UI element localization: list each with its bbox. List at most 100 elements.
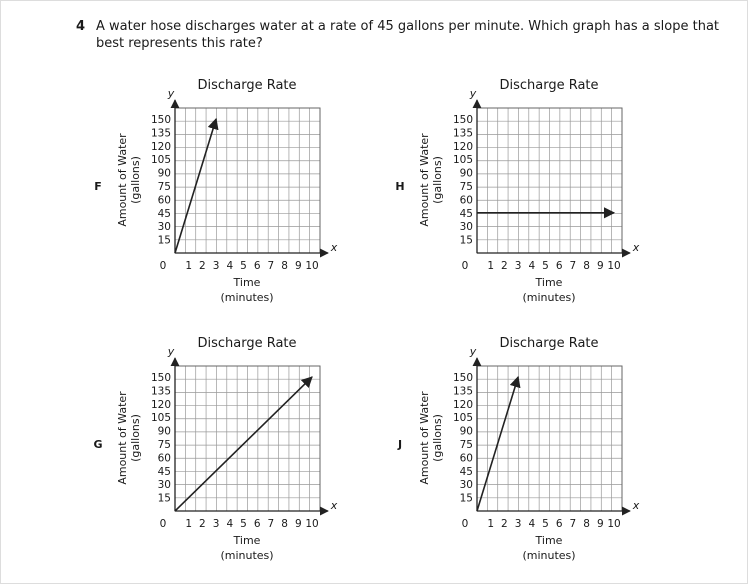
- chart-option-h: Discharge Rate H Amount of Water (gallons) x…: [395, 78, 640, 304]
- x-tick-label: 2: [501, 518, 508, 530]
- chart-option-g: Discharge Rate G Amount of Water (gallons) x…: [93, 336, 337, 562]
- y-axis-label: Amount of Water (gallons): [116, 391, 142, 485]
- x-tick-label: 8: [281, 260, 288, 272]
- x-tick-label: 5: [240, 518, 247, 530]
- x-tick-label: 7: [570, 260, 577, 272]
- y-tick-label: 105: [453, 412, 473, 424]
- y-tick-label: 150: [453, 114, 473, 126]
- x-axis-letter: x: [330, 241, 338, 254]
- x-axis-label: Time: [535, 276, 563, 289]
- y-tick-label: 45: [460, 466, 473, 478]
- x-tick-label: 1: [487, 518, 494, 530]
- x-axis-label-unit: (minutes): [220, 549, 273, 562]
- y-axis-letter: y: [167, 345, 175, 358]
- x-tick-label: 4: [528, 260, 535, 272]
- y-tick-label: 30: [460, 221, 473, 233]
- x-tick-label: 1: [185, 260, 192, 272]
- y-tick-label: 45: [460, 208, 473, 220]
- y-tick-label: 120: [151, 399, 171, 411]
- y-axis-letter: y: [469, 87, 477, 100]
- x-tick-label: 6: [254, 260, 261, 272]
- x-tick-label: 5: [542, 260, 549, 272]
- y-tick-label: 45: [158, 208, 171, 220]
- y-axis-label-unit: (gallons): [431, 156, 444, 204]
- series-line: [174, 117, 219, 254]
- x-tick-label: 5: [542, 518, 549, 530]
- x-tick-label: 3: [515, 260, 522, 272]
- x-tick-label: 9: [597, 260, 604, 272]
- question-text: A water hose discharges water at a rate …: [96, 19, 720, 51]
- x-tick-label: 7: [268, 518, 275, 530]
- x-tick-label: 8: [583, 260, 590, 272]
- origin-label: 0: [462, 518, 469, 530]
- y-tick-label: 90: [460, 426, 473, 438]
- y-axis-label-text: Amount of Water: [418, 391, 431, 485]
- y-tick-label: 105: [151, 154, 171, 166]
- y-tick-label: 30: [158, 479, 171, 491]
- y-axis-label-text: Amount of Water: [418, 133, 431, 227]
- y-tick-label: 150: [151, 114, 171, 126]
- grid: [174, 107, 321, 254]
- option-letter: G: [93, 438, 102, 451]
- x-tick-label: 4: [226, 260, 233, 272]
- x-tick-label: 10: [607, 260, 620, 272]
- y-axis-letter: y: [469, 345, 477, 358]
- x-tick-label: 9: [295, 260, 302, 272]
- chart-option-j: Discharge Rate J Amount of Water (gallons) x…: [397, 336, 640, 562]
- y-tick-label: 15: [460, 235, 473, 247]
- x-tick-label: 6: [254, 518, 261, 530]
- y-tick-label: 30: [158, 221, 171, 233]
- chart-title: Discharge Rate: [499, 336, 598, 351]
- x-axis-label: Time: [233, 276, 261, 289]
- series-line: [476, 375, 521, 512]
- y-tick-label: 60: [158, 194, 171, 206]
- y-tick-label: 120: [453, 141, 473, 153]
- y-axis-label: Amount of Water (gallons): [418, 133, 444, 227]
- y-axis-label-unit: (gallons): [129, 156, 142, 204]
- y-tick-label: 60: [460, 194, 473, 206]
- x-tick-label: 8: [281, 518, 288, 530]
- x-axis-letter: x: [632, 499, 640, 512]
- x-tick-label: 5: [240, 260, 247, 272]
- x-tick-label: 10: [305, 260, 318, 272]
- x-axis-label-unit: (minutes): [522, 549, 575, 562]
- y-tick-label: 75: [158, 439, 171, 451]
- y-tick-label: 105: [151, 412, 171, 424]
- y-tick-label: 15: [158, 493, 171, 505]
- y-tick-label: 45: [158, 466, 171, 478]
- y-tick-label: 60: [158, 452, 171, 464]
- y-axis-label-unit: (gallons): [431, 414, 444, 462]
- x-tick-label: 2: [199, 260, 206, 272]
- y-tick-label: 120: [151, 141, 171, 153]
- origin-label: 0: [462, 260, 469, 272]
- x-tick-label: 7: [570, 518, 577, 530]
- x-tick-label: 6: [556, 518, 563, 530]
- origin-label: 0: [160, 518, 167, 530]
- series-line: [174, 376, 313, 512]
- x-tick-label: 3: [515, 518, 522, 530]
- question: 4 A water hose discharges water at a rat…: [76, 18, 736, 52]
- x-axis-label-unit: (minutes): [522, 291, 575, 304]
- y-tick-label: 90: [158, 426, 171, 438]
- y-tick-label: 90: [158, 168, 171, 180]
- question-number: 4: [76, 19, 86, 34]
- x-axis-label-unit: (minutes): [220, 291, 273, 304]
- y-axis-label-text: Amount of Water: [116, 133, 129, 227]
- x-tick-label: 1: [487, 260, 494, 272]
- chart-title: Discharge Rate: [499, 78, 598, 93]
- origin-label: 0: [160, 260, 167, 272]
- y-tick-label: 150: [453, 372, 473, 384]
- x-axis-letter: x: [632, 241, 640, 254]
- y-tick-label: 90: [460, 168, 473, 180]
- x-tick-label: 10: [305, 518, 318, 530]
- x-tick-label: 7: [268, 260, 275, 272]
- y-tick-label: 15: [158, 235, 171, 247]
- y-tick-label: 135: [151, 385, 171, 397]
- y-tick-label: 30: [460, 479, 473, 491]
- grid: [476, 107, 623, 254]
- x-tick-label: 4: [226, 518, 233, 530]
- y-axis-letter: y: [167, 87, 175, 100]
- y-axis-label-text: Amount of Water: [116, 391, 129, 485]
- y-axis-label: Amount of Water (gallons): [116, 133, 142, 227]
